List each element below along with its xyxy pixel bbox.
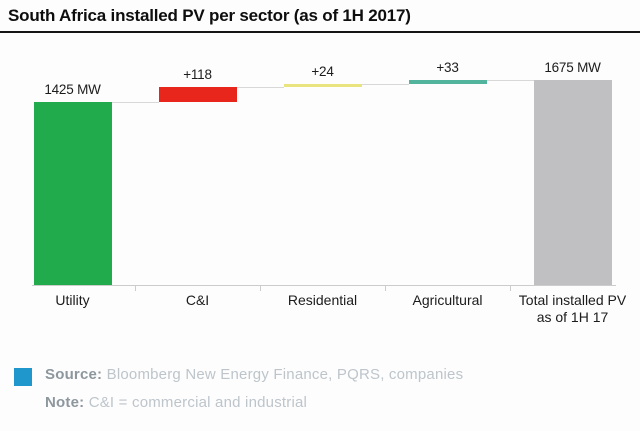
category-label: Utility: [55, 292, 90, 308]
bar-value-label: 1675 MW: [544, 60, 601, 75]
x-axis-tick: [385, 286, 386, 291]
waterfall-connector: [112, 102, 159, 103]
x-axis-tick: [510, 286, 511, 291]
source-line: Source: Bloomberg New Energy Finance, PQ…: [45, 366, 463, 383]
title-divider: [0, 31, 640, 33]
category-label: Residential: [287, 292, 358, 308]
category-label: Agricultural: [412, 292, 483, 308]
bar-value-label: +118: [183, 67, 212, 82]
note-label: Note:: [45, 394, 85, 411]
waterfall-connector: [237, 87, 284, 88]
x-axis-tick: [260, 286, 261, 291]
waterfall-connector: [487, 80, 534, 81]
bar-value-label: +24: [311, 64, 334, 79]
note-line: Note: C&I = commercial and industrial: [45, 394, 307, 411]
bar-value-label: 1425 MW: [44, 82, 101, 97]
category-label: C&I: [185, 292, 210, 308]
bar-total: [534, 80, 612, 285]
waterfall-connector: [362, 84, 409, 85]
bar-value-label: +33: [436, 60, 459, 75]
bar-agricultural: [409, 80, 487, 84]
source-text: Bloomberg New Energy Finance, PQRS, comp…: [102, 366, 464, 383]
page-title: South Africa installed PV per sector (as…: [8, 6, 411, 25]
note-text: C&I = commercial and industrial: [84, 394, 308, 411]
bar-utility: [34, 102, 112, 285]
waterfall-chart: 1425 MW Utility +118 C&I +24 Residential +33 Ag…: [0, 36, 640, 346]
source-bullet-icon: [14, 368, 32, 386]
bar-ci: [159, 87, 237, 102]
source-label: Source:: [45, 366, 103, 383]
bar-residential: [284, 84, 362, 87]
x-axis-tick: [135, 286, 136, 291]
category-label: Total installed PV as of 1H 17: [518, 292, 627, 325]
x-axis-line: [32, 285, 616, 286]
